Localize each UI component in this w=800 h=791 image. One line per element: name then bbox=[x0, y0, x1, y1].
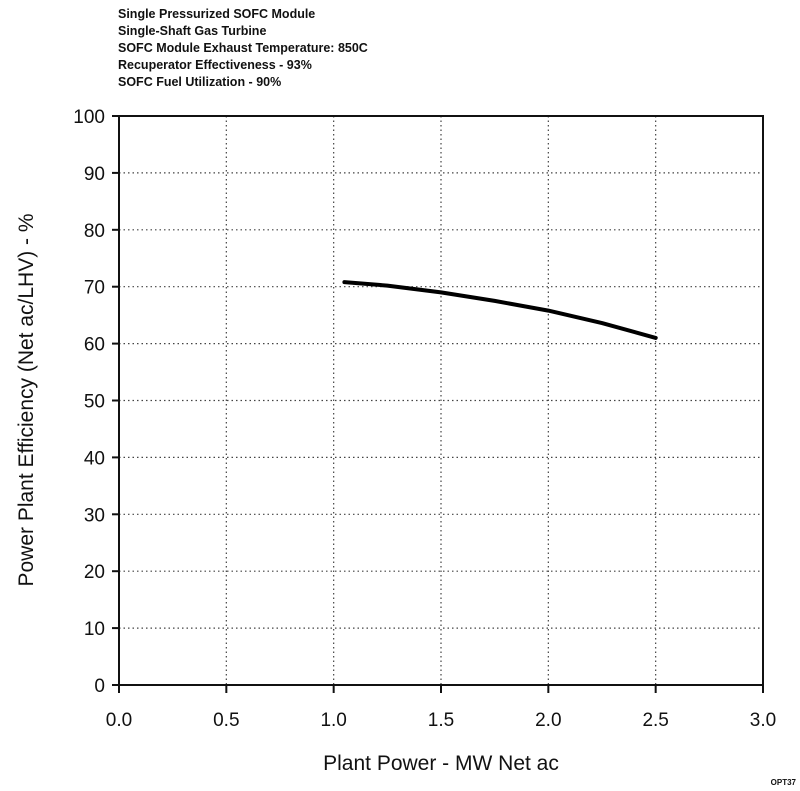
series-lines bbox=[342, 280, 658, 340]
y-tick-label: 100 bbox=[73, 107, 105, 128]
series-line bbox=[342, 280, 658, 340]
x-tick-label: 1.0 bbox=[320, 710, 346, 731]
y-tick-label: 20 bbox=[84, 562, 105, 583]
annotation-block: Single Pressurized SOFC Module Single-Sh… bbox=[118, 6, 368, 91]
y-tick-label: 60 bbox=[84, 335, 105, 356]
annotation-line: SOFC Module Exhaust Temperature: 850C bbox=[118, 41, 368, 55]
y-tick-label: 70 bbox=[84, 278, 105, 299]
y-tick-label: 0 bbox=[94, 676, 105, 697]
gridlines bbox=[112, 115, 764, 693]
annotation-line: Single Pressurized SOFC Module bbox=[118, 7, 316, 21]
plot-frame bbox=[118, 115, 764, 686]
annotation-line: SOFC Fuel Utilization - 90% bbox=[118, 75, 282, 89]
x-tick-label: 2.5 bbox=[642, 710, 668, 731]
y-tick-label: 40 bbox=[84, 448, 105, 469]
tick-labels: 0 10 20 30 40 50 60 70 80 90 100 0.0 0.5 1.0 1.5 2.0 2.5… bbox=[73, 107, 776, 731]
x-tick-label: 0.0 bbox=[106, 710, 132, 731]
figure-code: OPT37 bbox=[770, 778, 796, 787]
x-tick-label: 3.0 bbox=[750, 710, 776, 731]
y-tick-label: 90 bbox=[84, 164, 105, 185]
x-tick-label: 1.5 bbox=[428, 710, 454, 731]
annotation-line: Single-Shaft Gas Turbine bbox=[118, 24, 267, 38]
y-tick-label: 80 bbox=[84, 221, 105, 242]
y-tick-label: 10 bbox=[84, 619, 105, 640]
y-tick-label: 30 bbox=[84, 505, 105, 526]
y-tick-label: 50 bbox=[84, 392, 105, 413]
y-axis-label: Power Plant Efficiency (Net ac/LHV) - % bbox=[15, 213, 38, 586]
x-tick-label: 2.0 bbox=[535, 710, 561, 731]
annotation-line: Recuperator Effectiveness - 93% bbox=[118, 58, 312, 72]
x-axis-label: Plant Power - MW Net ac bbox=[323, 752, 559, 775]
x-tick-label: 0.5 bbox=[213, 710, 239, 731]
